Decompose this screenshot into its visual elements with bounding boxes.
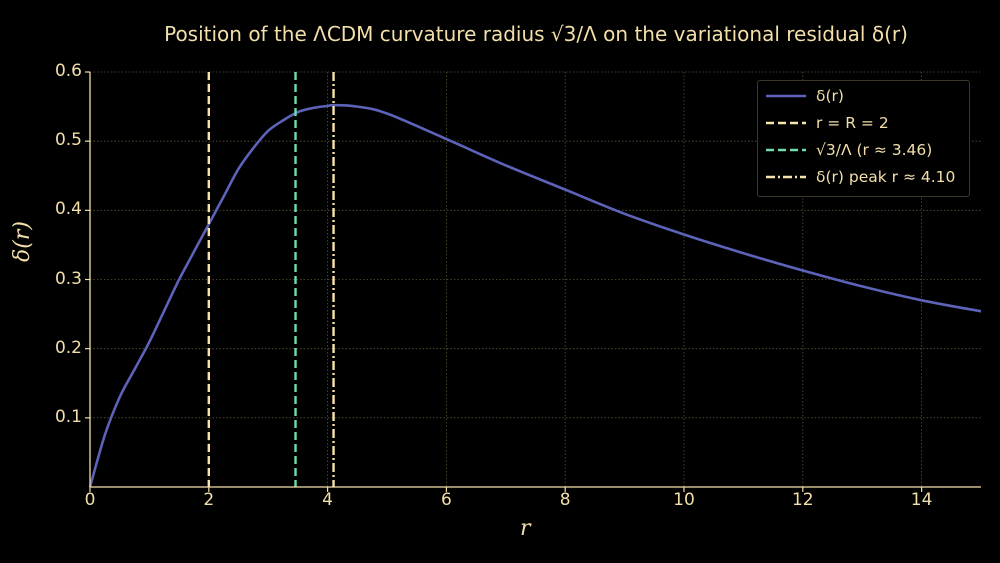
y-axis-label: δ(r) bbox=[10, 221, 35, 262]
y-tick-label: 0.6 bbox=[54, 61, 82, 81]
y-tick-label: 0.5 bbox=[54, 130, 82, 151]
axes bbox=[85, 71, 981, 492]
series-line-delta bbox=[88, 103, 982, 488]
curve-group bbox=[88, 103, 982, 488]
y-tick-label: 0.4 bbox=[54, 199, 82, 220]
x-tick-label: 10 bbox=[673, 490, 695, 510]
x-tick-label: 6 bbox=[440, 490, 452, 510]
legend-label-curve: δ(r) bbox=[816, 87, 844, 105]
legend-swatch-lambda-radius bbox=[766, 148, 806, 152]
x-tick-label: 12 bbox=[791, 490, 814, 510]
chart-title: Position of the ΛCDM curvature radius √3… bbox=[164, 22, 908, 46]
legend-swatch-r-equals-R bbox=[766, 121, 806, 125]
legend-item-r-equals-R: r = R = 2 bbox=[766, 112, 889, 134]
y-tick-label: 0.2 bbox=[54, 337, 82, 358]
x-axis-label: r bbox=[520, 516, 531, 541]
x-tick-label: 2 bbox=[203, 490, 215, 510]
legend-item-peak: δ(r) peak r ≈ 4.10 bbox=[766, 166, 955, 188]
x-tick-label: 14 bbox=[910, 490, 933, 510]
x-tick-label: 8 bbox=[559, 490, 571, 510]
x-tick-label: 0 bbox=[84, 490, 96, 510]
y-tick-label: 0.3 bbox=[54, 268, 82, 289]
y-tick-label: 0.1 bbox=[54, 406, 82, 427]
legend-item-curve: δ(r) bbox=[766, 85, 844, 107]
legend-item-lambda-radius: √3/Λ (r ≈ 3.46) bbox=[766, 139, 932, 161]
legend-label-lambda-radius: √3/Λ (r ≈ 3.46) bbox=[816, 141, 933, 159]
x-tick-label: 4 bbox=[322, 490, 333, 510]
legend-swatch-curve bbox=[766, 94, 806, 98]
vertical-lines bbox=[207, 72, 335, 487]
legend: δ(r) r = R = 2 √3/Λ (r ≈ 3.46) δ(r) peak… bbox=[757, 80, 970, 197]
legend-label-peak: δ(r) peak r ≈ 4.10 bbox=[816, 168, 956, 186]
legend-swatch-peak bbox=[766, 175, 806, 179]
legend-label-r-equals-R: r = R = 2 bbox=[816, 114, 889, 132]
